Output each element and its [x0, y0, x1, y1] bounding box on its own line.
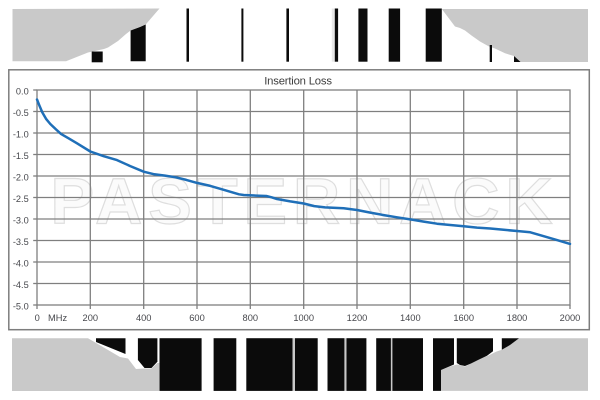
svg-text:400: 400	[136, 313, 152, 323]
svg-text:2000: 2000	[560, 313, 581, 323]
svg-text:-0.5: -0.5	[13, 108, 29, 118]
svg-text:MHz: MHz	[48, 313, 67, 323]
svg-text:-3.5: -3.5	[13, 237, 29, 247]
svg-text:1400: 1400	[400, 313, 421, 323]
svg-text:200: 200	[83, 313, 99, 323]
svg-text:800: 800	[243, 313, 259, 323]
svg-text:0: 0	[35, 313, 40, 323]
svg-text:-5.0: -5.0	[13, 301, 29, 311]
svg-text:-4.0: -4.0	[13, 258, 29, 268]
svg-text:-2.5: -2.5	[13, 194, 29, 204]
svg-text:600: 600	[189, 313, 205, 323]
svg-text:1000: 1000	[293, 313, 314, 323]
svg-text:-4.5: -4.5	[13, 280, 29, 290]
svg-text:1600: 1600	[453, 313, 474, 323]
svg-text:-3.0: -3.0	[13, 215, 29, 225]
svg-text:-2.0: -2.0	[13, 172, 29, 182]
svg-text:1800: 1800	[507, 313, 528, 323]
svg-text:-1.5: -1.5	[13, 151, 29, 161]
svg-text:1200: 1200	[347, 313, 368, 323]
svg-text:0.0: 0.0	[16, 86, 29, 96]
svg-text:-1.0: -1.0	[13, 129, 29, 139]
svg-text:Insertion Loss: Insertion Loss	[264, 76, 332, 88]
